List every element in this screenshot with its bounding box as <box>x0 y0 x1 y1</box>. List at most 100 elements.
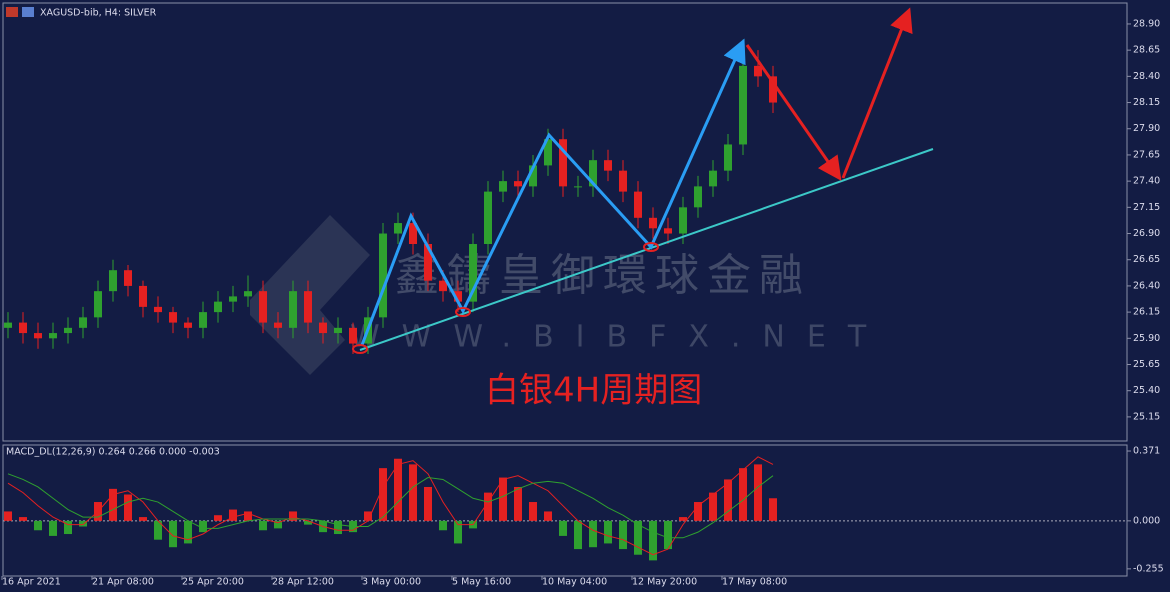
macd-bar <box>619 520 627 550</box>
candle-body <box>649 217 657 229</box>
macd-bar <box>259 520 267 531</box>
candle-body <box>289 291 297 328</box>
candle-body <box>679 207 687 234</box>
candle-body <box>619 170 627 192</box>
y-tick-label: 28.15 <box>1133 97 1160 108</box>
macd-bar <box>304 520 312 525</box>
candle-body <box>484 191 492 245</box>
symbol-icon <box>6 7 18 17</box>
candle-body <box>349 327 357 344</box>
x-tick-label: 25 Apr 20:00 <box>182 577 244 588</box>
macd-bar <box>514 486 522 521</box>
candle-body <box>139 285 147 307</box>
candle-body <box>319 322 327 334</box>
symbol-icon <box>22 7 34 17</box>
macd-bar <box>34 520 42 531</box>
macd-line <box>7 473 774 539</box>
macd-bar <box>289 511 297 521</box>
macd-bar <box>139 517 147 521</box>
y-tick-label: 0.371 <box>1133 446 1160 457</box>
candle-body <box>169 312 177 323</box>
macd-bar <box>499 477 507 521</box>
macd-bar <box>229 509 237 521</box>
macd-bar <box>739 468 747 521</box>
candle-body <box>514 181 522 187</box>
macd-bar <box>4 511 12 521</box>
macd-bar <box>544 511 552 521</box>
macd-bar <box>364 511 372 521</box>
candle-body <box>124 270 132 286</box>
y-tick-label: 27.65 <box>1133 149 1160 160</box>
candle-body <box>424 244 432 281</box>
macd-bar <box>169 520 177 548</box>
y-tick-label: 25.40 <box>1133 385 1160 396</box>
candle-body <box>259 291 267 323</box>
watermark-url: WWW.BIBFX.NET <box>350 320 888 355</box>
y-tick-label: 26.65 <box>1133 254 1160 265</box>
macd-bar <box>589 520 597 548</box>
candle-body <box>109 270 117 292</box>
candle-body <box>439 280 447 292</box>
macd-bar <box>439 520 447 531</box>
x-tick-label: 5 May 16:00 <box>452 577 511 588</box>
pivot-marker <box>455 307 471 317</box>
macd-bar <box>754 464 762 521</box>
candle-body <box>574 186 582 188</box>
macd-bar <box>484 492 492 521</box>
macd-title: MACD_DL(12,26,9) 0.264 0.266 0.000 -0.00… <box>6 447 220 458</box>
candle-body <box>394 223 402 234</box>
macd-bar <box>64 520 72 535</box>
chart-title: XAGUSD-bib, H4: SILVER <box>40 8 157 19</box>
y-tick-label: 0.000 <box>1133 515 1160 526</box>
main-panel <box>2 2 1128 442</box>
y-tick-label: 28.90 <box>1133 18 1160 29</box>
candle-body <box>334 327 342 334</box>
macd-bar <box>214 515 222 521</box>
y-tick-label: 25.15 <box>1133 411 1160 422</box>
y-tick-label: 25.65 <box>1133 359 1160 370</box>
y-tick-label: 26.15 <box>1133 307 1160 318</box>
candle-body <box>199 312 207 328</box>
y-tick-label: 28.65 <box>1133 45 1160 56</box>
candle-body <box>184 322 192 328</box>
candle-body <box>754 65 762 77</box>
pivot-marker <box>352 344 368 354</box>
macd-bar <box>79 520 87 527</box>
macd-bar <box>154 520 162 540</box>
x-tick-label: 12 May 20:00 <box>632 577 697 588</box>
candle-body <box>49 333 57 339</box>
candle-body <box>589 160 597 187</box>
candle-body <box>499 181 507 192</box>
x-tick-label: 17 May 08:00 <box>722 577 787 588</box>
macd-bar <box>19 517 27 521</box>
wave-path <box>360 38 746 346</box>
candle-body <box>739 65 747 145</box>
macd-bar <box>649 520 657 561</box>
candle-body <box>94 291 102 318</box>
macd-bar <box>274 520 282 529</box>
candle-body <box>664 228 672 234</box>
macd-bar <box>409 464 417 521</box>
x-tick-label: 10 May 04:00 <box>542 577 607 588</box>
candle-body <box>214 301 222 313</box>
macd-bar <box>124 494 132 521</box>
macd-bar <box>424 486 432 521</box>
macd-bar <box>199 520 207 533</box>
macd-bar <box>709 492 717 521</box>
macd-bar <box>109 488 117 521</box>
candle-body <box>694 186 702 208</box>
pivot-marker <box>643 242 659 252</box>
candle-body <box>409 223 417 245</box>
candle-body <box>34 333 42 339</box>
macd-bar <box>724 479 732 521</box>
macd-bar <box>394 458 402 521</box>
x-tick-label: 28 Apr 12:00 <box>272 577 334 588</box>
candle-body <box>559 139 567 187</box>
y-tick-label: 27.40 <box>1133 176 1160 187</box>
candle-body <box>64 327 72 334</box>
macd-bar <box>604 520 612 544</box>
projection-up <box>841 7 913 179</box>
